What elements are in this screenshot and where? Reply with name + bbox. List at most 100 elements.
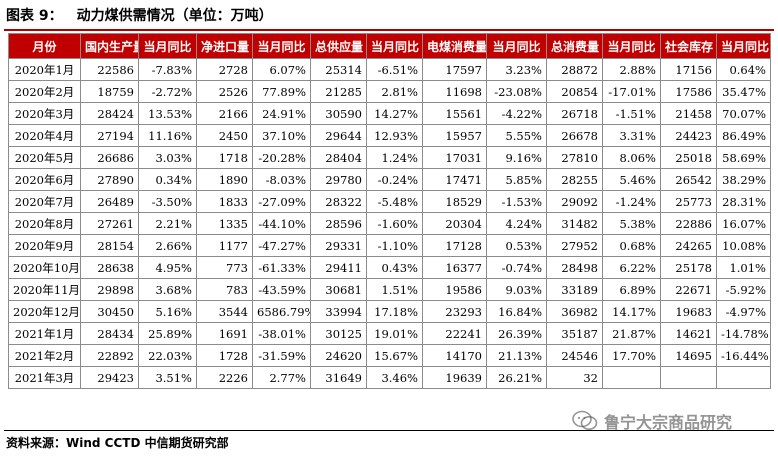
table-cell: 26686 [80, 146, 139, 169]
column-header: 总供应量 [310, 33, 367, 59]
column-header: 当月同比 [366, 33, 423, 59]
table-cell: 24546 [546, 344, 603, 367]
table-cell: -8.03% [252, 168, 311, 191]
table-cell: 33189 [546, 278, 603, 301]
table-cell [660, 366, 717, 389]
month-cell: 2020年5月 [8, 146, 81, 169]
table-cell: 6586.79% [252, 300, 311, 323]
table-cell: 5.38% [602, 212, 661, 235]
table-cell: 70.07% [716, 102, 771, 125]
table-cell: 16.07% [716, 212, 771, 235]
table-cell: -20.28% [252, 146, 311, 169]
table-cell: 8.06% [602, 146, 661, 169]
table-row: 2020年5月 26686 3.03% 1718 -20.28% 28404 1.24% 17… [8, 146, 771, 169]
table-cell: 1833 [196, 190, 253, 213]
table-cell: 10.08% [716, 234, 771, 257]
table-row: 2020年10月 28638 4.95% 773 -61.33% 29411 0.43% 16… [8, 256, 771, 279]
table-cell: 2450 [196, 124, 253, 147]
month-cell: 2020年9月 [8, 234, 81, 257]
table-cell: 3544 [196, 300, 253, 323]
table-cell: 17128 [422, 234, 487, 257]
table-cell: 2.77% [252, 366, 311, 389]
figure-caption: 动力煤供需情况（单位：万吨） [76, 8, 273, 24]
table-cell [602, 366, 661, 389]
source-note: 资料来源：Wind CCTD 中信期货研究部 [6, 434, 229, 452]
table-cell: 1718 [196, 146, 253, 169]
table-cell: 28872 [546, 58, 603, 81]
table-cell: 19639 [422, 366, 487, 389]
table-cell: 32 [546, 366, 603, 389]
table-header-row: 月份国内生产量当月同比净进口量当月同比总供应量当月同比电煤消费量当月同比总消费量… [8, 33, 771, 59]
table-cell: 5.16% [138, 300, 197, 323]
table-cell: 5.85% [486, 168, 547, 191]
table-row: 2020年7月 26489 -3.50% 1833 -27.09% 28322 -5.48%… [8, 190, 771, 213]
month-cell: 2021年3月 [8, 366, 81, 389]
table-cell: 6.89% [602, 278, 661, 301]
table-cell: 2526 [196, 80, 253, 103]
table-cell: 35187 [546, 322, 603, 345]
table-cell: -47.27% [252, 234, 311, 257]
column-header: 月份 [8, 33, 81, 59]
table-cell: 17.70% [602, 344, 661, 367]
table-row: 2020年8月 27261 2.21% 1335 -44.10% 28596 -1.60% 2… [8, 212, 771, 235]
table-cell: 2.66% [138, 234, 197, 257]
table-cell: -44.10% [252, 212, 311, 235]
table-cell: 30681 [310, 278, 367, 301]
table-cell: 28154 [80, 234, 139, 257]
table-cell: 24423 [660, 124, 717, 147]
table-cell: 17.18% [366, 300, 423, 323]
month-cell: 2020年3月 [8, 102, 81, 125]
table-cell: 5.55% [486, 124, 547, 147]
month-cell: 2020年11月 [8, 278, 81, 301]
month-cell: 2020年1月 [8, 58, 81, 81]
table-cell: 11.16% [138, 124, 197, 147]
month-cell: 2020年4月 [8, 124, 81, 147]
column-header: 当月同比 [716, 33, 771, 59]
column-header: 净进口量 [196, 33, 253, 59]
table-cell: 0.64% [716, 58, 771, 81]
table-cell: 3.46% [366, 366, 423, 389]
table-cell: 38.29% [716, 168, 771, 191]
table-cell: 29411 [310, 256, 367, 279]
table-cell: 14170 [422, 344, 487, 367]
table-cell: 25178 [660, 256, 717, 279]
table-cell: 22892 [80, 344, 139, 367]
table-cell: 2166 [196, 102, 253, 125]
table-cell: 20304 [422, 212, 487, 235]
table-cell: -6.51% [366, 58, 423, 81]
table-cell: 1177 [196, 234, 253, 257]
source-rule [4, 430, 774, 431]
month-cell: 2020年12月 [8, 300, 81, 323]
table-cell: -14.78% [716, 322, 771, 345]
table-cell: 30125 [310, 322, 367, 345]
table-cell: -1.60% [366, 212, 423, 235]
table-cell: 783 [196, 278, 253, 301]
table-cell: 3.23% [486, 58, 547, 81]
table-cell: 14.17% [602, 300, 661, 323]
table-cell: 31482 [546, 212, 603, 235]
table-cell: 26542 [660, 168, 717, 191]
month-cell: 2020年6月 [8, 168, 81, 191]
table-cell: 17156 [660, 58, 717, 81]
table-cell: 18759 [80, 80, 139, 103]
table-cell: -17.01% [602, 80, 661, 103]
column-header: 当月同比 [602, 33, 661, 59]
title-rule [4, 29, 774, 31]
table-cell: 28255 [546, 168, 603, 191]
table-cell: 25773 [660, 190, 717, 213]
table-cell: 27952 [546, 234, 603, 257]
table-cell: 27261 [80, 212, 139, 235]
watermark-text: 鲁宁大宗商品研究 [604, 413, 733, 432]
figure-label: 图表 9： [6, 8, 63, 24]
table-cell: 1728 [196, 344, 253, 367]
table-cell: -1.53% [486, 190, 547, 213]
table-cell: 0.43% [366, 256, 423, 279]
table-cell: -4.97% [716, 300, 771, 323]
table-cell: 14695 [660, 344, 717, 367]
source-text: Wind CCTD 中信期货研究部 [66, 436, 229, 450]
month-cell: 2021年2月 [8, 344, 81, 367]
table-cell: 22886 [660, 212, 717, 235]
table-row: 2020年9月 28154 2.66% 1177 -47.27% 29331 -1.10% 1… [8, 234, 771, 257]
table-cell: 27890 [80, 168, 139, 191]
table-cell: 28596 [310, 212, 367, 235]
